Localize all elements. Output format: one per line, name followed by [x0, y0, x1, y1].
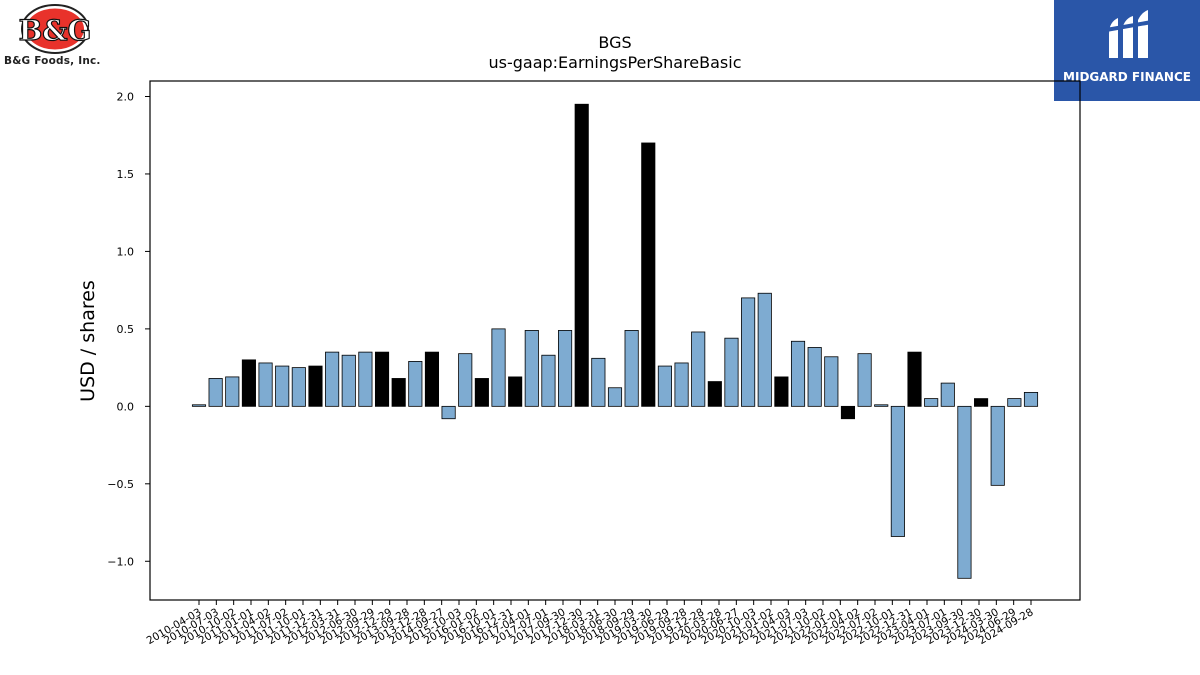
- bar: [724, 337, 739, 407]
- bar: [591, 357, 606, 407]
- bar: [524, 330, 539, 407]
- bar: [491, 328, 506, 407]
- bar: [741, 297, 756, 407]
- bar: [275, 365, 290, 407]
- bar: [924, 398, 939, 407]
- bar: [691, 331, 706, 407]
- bar: [840, 405, 856, 420]
- bar: [191, 404, 207, 407]
- bar: [657, 365, 672, 407]
- bar: [807, 347, 822, 407]
- bar: [990, 405, 1005, 486]
- bar: [341, 354, 356, 407]
- bg-monogram: B&G: [19, 14, 92, 47]
- y-axis: −1.0 −0.5 0.0 0.5 1.0 1.5 2.0: [107, 90, 150, 568]
- y-tick-label: 0.0: [117, 400, 135, 413]
- bar: [558, 330, 573, 407]
- bar: [890, 405, 905, 537]
- chart-title: BGS: [598, 33, 631, 52]
- bar: [707, 381, 722, 407]
- bar: [790, 340, 806, 407]
- bar: [208, 378, 223, 407]
- bar: [241, 359, 256, 407]
- bar: [424, 351, 440, 407]
- bar: [957, 405, 972, 579]
- y-tick-label: 0.5: [117, 323, 135, 336]
- bar: [258, 362, 273, 407]
- chart-subtitle: us-gaap:EarningsPerShareBasic: [488, 53, 741, 72]
- bar: [624, 330, 639, 407]
- y-tick-label: 1.5: [117, 168, 135, 181]
- y-tick-label: 1.0: [117, 245, 135, 258]
- bar: [225, 376, 240, 407]
- bar: [541, 354, 556, 407]
- bar: [907, 351, 922, 407]
- bg-foods-logo-text: B&G Foods, Inc.: [4, 55, 101, 67]
- bar: [474, 378, 489, 407]
- bar: [574, 103, 589, 407]
- bar-series: [191, 103, 1039, 579]
- bar: [508, 376, 523, 407]
- bar: [641, 142, 656, 407]
- bar: [857, 353, 872, 407]
- bg-foods-logo: B&G B&G Foods, Inc.: [0, 0, 112, 72]
- bar: [408, 361, 423, 407]
- bar: [1007, 398, 1022, 407]
- y-axis-label: USD / shares: [77, 280, 99, 402]
- bar: [441, 405, 456, 420]
- midgard-emblem-icon: [1105, 10, 1153, 58]
- y-tick-label: −0.5: [107, 478, 134, 491]
- bar: [674, 362, 689, 407]
- bar: [607, 387, 623, 407]
- bar: [358, 351, 373, 407]
- plot-frame: [149, 80, 1081, 601]
- bar: [1023, 391, 1039, 407]
- y-tick-label: 2.0: [117, 90, 135, 103]
- bar: [308, 365, 323, 407]
- bar: [374, 351, 390, 407]
- bar: [291, 367, 306, 407]
- bar: [874, 404, 889, 407]
- bar: [774, 376, 789, 407]
- bar: [974, 398, 989, 407]
- midgard-finance-logo: MIDGARD FINANCE: [1054, 0, 1200, 101]
- bar: [325, 351, 340, 407]
- midgard-finance-name: MIDGARD FINANCE: [1063, 70, 1191, 84]
- x-axis: 2010-04-032010-07-032010-10-022011-01-01…: [145, 600, 1036, 647]
- bar: [391, 378, 406, 407]
- bg-foods-emblem-icon: B&G: [18, 4, 92, 54]
- y-tick-label: −1.0: [107, 555, 134, 568]
- bar: [824, 356, 839, 407]
- bar: [757, 292, 772, 407]
- bar: [940, 382, 955, 407]
- bar: [458, 353, 473, 407]
